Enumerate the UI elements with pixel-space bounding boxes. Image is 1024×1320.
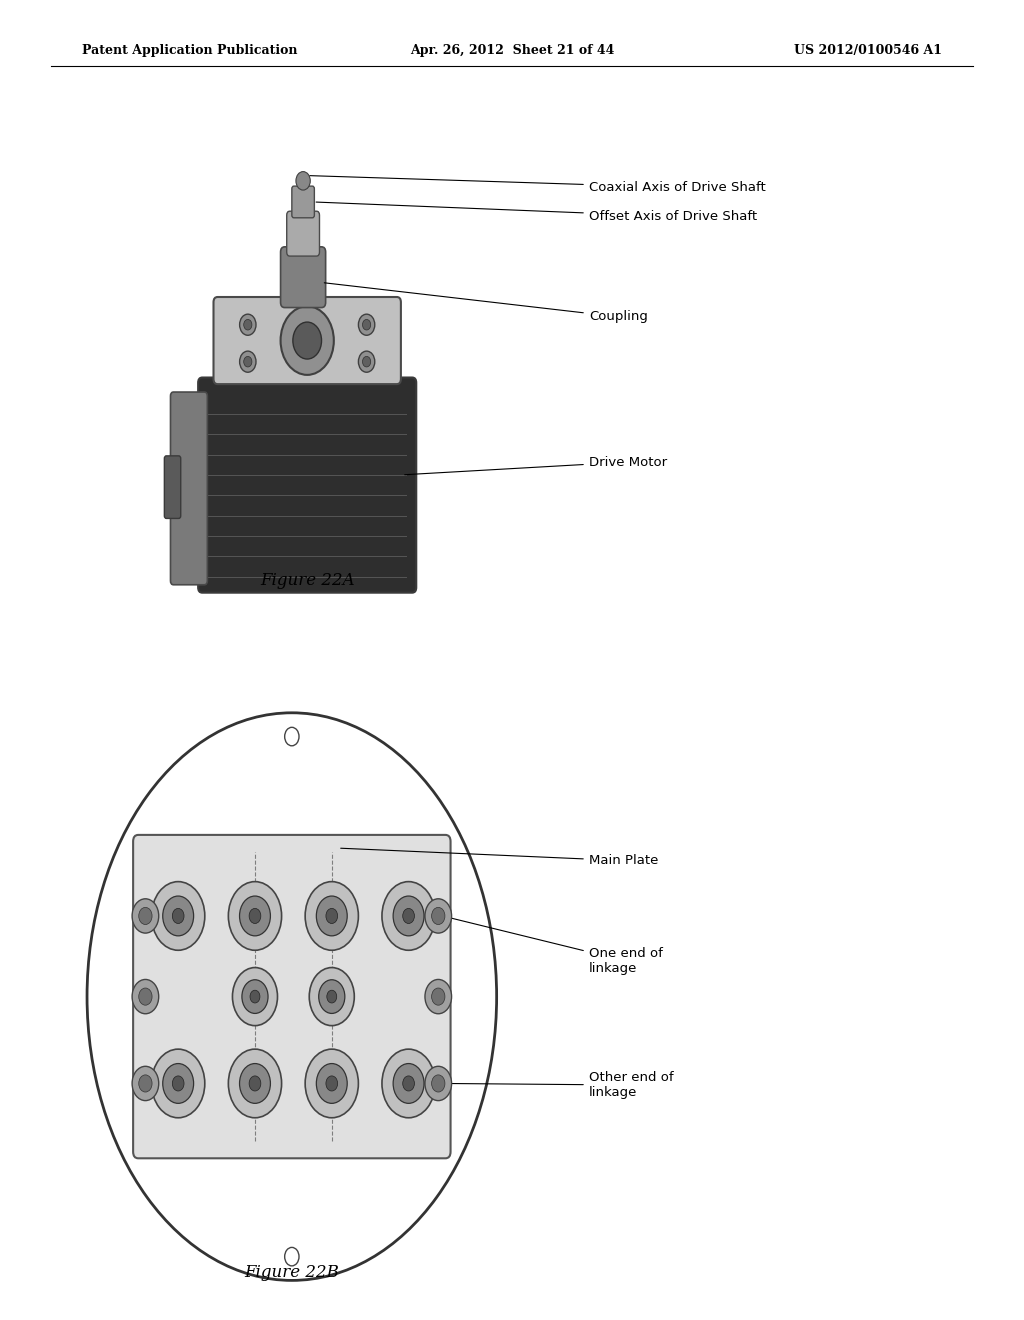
FancyBboxPatch shape xyxy=(287,211,319,256)
Circle shape xyxy=(425,979,452,1014)
Circle shape xyxy=(152,882,205,950)
Circle shape xyxy=(228,1049,282,1118)
Text: Coupling: Coupling xyxy=(325,282,647,323)
Circle shape xyxy=(382,1049,435,1118)
Text: Patent Application Publication: Patent Application Publication xyxy=(82,44,297,57)
Circle shape xyxy=(138,1074,152,1092)
Circle shape xyxy=(285,1247,299,1266)
Circle shape xyxy=(138,907,152,924)
FancyBboxPatch shape xyxy=(281,247,326,308)
Text: Other end of
linkage: Other end of linkage xyxy=(445,1071,674,1100)
Ellipse shape xyxy=(87,713,497,1280)
FancyBboxPatch shape xyxy=(170,392,207,585)
Text: Figure 22B: Figure 22B xyxy=(245,1265,339,1280)
Text: Apr. 26, 2012  Sheet 21 of 44: Apr. 26, 2012 Sheet 21 of 44 xyxy=(410,44,614,57)
Circle shape xyxy=(362,319,371,330)
Circle shape xyxy=(305,882,358,950)
Circle shape xyxy=(431,1074,444,1092)
Circle shape xyxy=(305,1049,358,1118)
Circle shape xyxy=(318,979,345,1014)
Circle shape xyxy=(431,987,444,1006)
Circle shape xyxy=(316,896,347,936)
Circle shape xyxy=(172,908,184,924)
Circle shape xyxy=(228,882,282,950)
Text: One end of
linkage: One end of linkage xyxy=(445,916,663,975)
FancyBboxPatch shape xyxy=(199,378,416,593)
Circle shape xyxy=(393,1064,424,1104)
Circle shape xyxy=(425,899,452,933)
Circle shape xyxy=(249,1076,261,1092)
Circle shape xyxy=(296,172,310,190)
Circle shape xyxy=(326,1076,338,1092)
FancyBboxPatch shape xyxy=(164,455,180,519)
Circle shape xyxy=(232,968,278,1026)
Circle shape xyxy=(358,351,375,372)
Text: Coaxial Axis of Drive Shaft: Coaxial Axis of Drive Shaft xyxy=(310,176,766,194)
Circle shape xyxy=(138,987,152,1006)
FancyBboxPatch shape xyxy=(133,836,451,1159)
Circle shape xyxy=(326,908,338,924)
Circle shape xyxy=(309,968,354,1026)
Circle shape xyxy=(244,319,252,330)
Circle shape xyxy=(293,322,322,359)
Circle shape xyxy=(240,351,256,372)
Circle shape xyxy=(242,979,268,1014)
Circle shape xyxy=(132,1067,159,1101)
Text: Offset Axis of Drive Shaft: Offset Axis of Drive Shaft xyxy=(316,202,757,223)
Text: Main Plate: Main Plate xyxy=(341,849,658,867)
Circle shape xyxy=(382,882,435,950)
FancyBboxPatch shape xyxy=(213,297,400,384)
Circle shape xyxy=(152,1049,205,1118)
Text: Figure 22A: Figure 22A xyxy=(260,573,354,589)
Circle shape xyxy=(362,356,371,367)
Text: Drive Motor: Drive Motor xyxy=(404,455,667,475)
FancyBboxPatch shape xyxy=(292,186,314,218)
Circle shape xyxy=(281,306,334,375)
Circle shape xyxy=(425,1067,452,1101)
Circle shape xyxy=(250,990,260,1003)
Circle shape xyxy=(172,1076,184,1092)
Circle shape xyxy=(402,908,415,924)
Circle shape xyxy=(249,908,261,924)
Circle shape xyxy=(132,979,159,1014)
Circle shape xyxy=(240,896,270,936)
Text: US 2012/0100546 A1: US 2012/0100546 A1 xyxy=(794,44,942,57)
Circle shape xyxy=(132,899,159,933)
Circle shape xyxy=(327,990,337,1003)
Circle shape xyxy=(285,727,299,746)
Circle shape xyxy=(431,907,444,924)
Circle shape xyxy=(244,356,252,367)
Circle shape xyxy=(316,1064,347,1104)
Circle shape xyxy=(393,896,424,936)
Circle shape xyxy=(240,314,256,335)
Circle shape xyxy=(163,1064,194,1104)
Circle shape xyxy=(358,314,375,335)
Circle shape xyxy=(402,1076,415,1092)
Circle shape xyxy=(240,1064,270,1104)
Circle shape xyxy=(163,896,194,936)
